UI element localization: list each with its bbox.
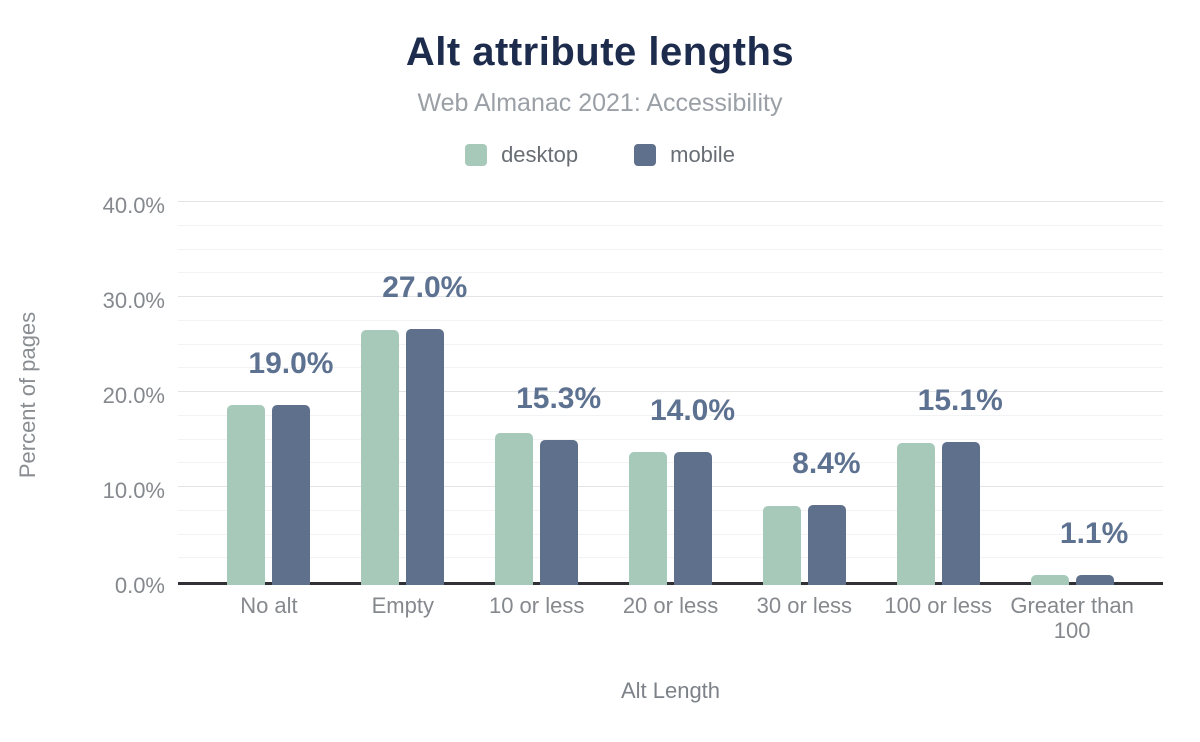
value-label: 27.0%: [382, 270, 468, 304]
gridline-minor: [178, 343, 1163, 345]
value-label: 8.4%: [792, 447, 861, 481]
value-label: 15.3%: [516, 381, 602, 415]
bar-mobile: [941, 441, 980, 585]
gridline-minor: [178, 462, 1163, 464]
bar-desktop: [361, 330, 400, 585]
bar-mobile: [540, 439, 579, 585]
y-tick-label: 10.0%: [102, 478, 165, 503]
x-tick-label: 10 or less: [488, 593, 585, 618]
gridline-major: [178, 201, 1163, 202]
plot-area: 19.0% 27.0% 15.3% 14.0% 8.4% 15.1% 1.1%: [178, 201, 1163, 585]
gridline-minor: [178, 319, 1163, 321]
value-label: 15.1%: [917, 383, 1003, 417]
bar-desktop: [762, 506, 801, 585]
gridline-major: [178, 391, 1163, 392]
x-tick-label: 30 or less: [756, 593, 853, 618]
bar-mobile: [674, 452, 712, 585]
x-tick-label: 20 or less: [622, 593, 719, 618]
bar-mobile: [272, 404, 311, 585]
gridline-minor: [178, 367, 1163, 369]
gridline-minor: [178, 509, 1163, 511]
bar-desktop: [629, 452, 667, 585]
plot-canvas: [178, 201, 1163, 585]
y-tick-label: 40.0%: [102, 193, 165, 218]
y-axis-title: Percent of pages: [15, 311, 40, 479]
x-tick-label: Empty: [371, 593, 434, 618]
bar-group-20-or-less: 14.0%: [604, 205, 738, 585]
bar-desktop: [1030, 574, 1069, 585]
bar-desktop: [495, 433, 534, 585]
gridline-minor: [178, 438, 1163, 440]
y-tick-label: 30.0%: [102, 288, 165, 313]
bar-group-10-or-less: 15.3%: [470, 205, 604, 585]
bar-group-100-or-less: 15.1%: [871, 205, 1005, 585]
y-tick-label: 20.0%: [102, 383, 165, 408]
bar-desktop: [896, 443, 935, 585]
y-tick-label: 0.0%: [114, 573, 165, 598]
legend: desktop mobile: [0, 142, 1200, 168]
gridline-major: [178, 296, 1163, 297]
legend-label-mobile: mobile: [670, 142, 735, 167]
desktop-swatch-icon: [465, 144, 488, 166]
legend-item-desktop: desktop: [465, 142, 578, 168]
bar-group-no-alt: 19.0%: [202, 205, 336, 585]
gridline-major: [178, 486, 1163, 487]
bar-mobile: [807, 505, 846, 585]
value-label: 1.1%: [1059, 516, 1129, 550]
chart-subtitle: Web Almanac 2021: Accessibility: [417, 89, 783, 117]
bar-mobile: [1075, 574, 1114, 585]
value-label: 19.0%: [248, 346, 334, 380]
x-axis: No alt Empty 10 or less 20 or less 30 or les…: [178, 593, 1163, 644]
value-label: 14.0%: [649, 394, 736, 427]
mobile-swatch-icon: [634, 144, 657, 166]
bar-mobile: [406, 328, 445, 585]
gridline-minor: [178, 248, 1163, 250]
legend-item-mobile: mobile: [634, 142, 735, 168]
x-axis-title: Alt Length: [620, 678, 721, 703]
x-tick-label: No alt: [240, 593, 298, 618]
gridline-minor: [178, 414, 1163, 416]
bar-group-30-or-less: 8.4%: [737, 205, 871, 585]
gridline-minor: [178, 533, 1163, 535]
gridline-minor: [178, 557, 1163, 559]
gridline-minor: [178, 224, 1163, 226]
gridline-minor: [178, 272, 1163, 274]
bar-group-greater-than-100: 1.1%: [1005, 205, 1139, 585]
chart-title: Alt attribute lengths: [405, 30, 795, 74]
bar-group-empty: 27.0%: [336, 205, 470, 585]
bars-row: 19.0% 27.0% 15.3% 14.0% 8.4% 15.1% 1.1%: [202, 205, 1139, 585]
x-tick-label: 100 or less: [884, 593, 993, 618]
bar-desktop: [227, 404, 266, 585]
x-tick-label: Greater than 100: [1010, 593, 1134, 644]
legend-label-desktop: desktop: [501, 142, 579, 167]
